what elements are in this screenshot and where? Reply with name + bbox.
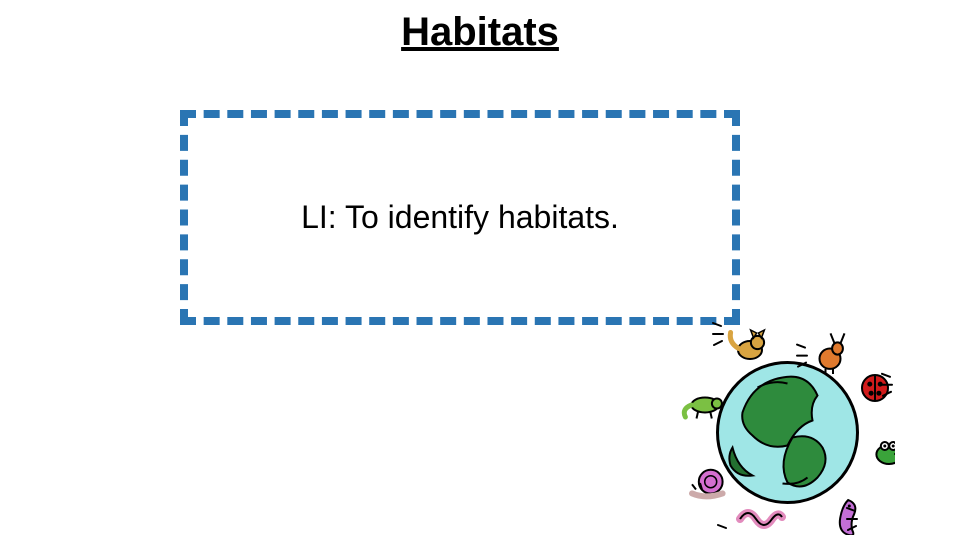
globe-icon — [680, 320, 895, 535]
frog-icon — [876, 442, 895, 464]
snail-icon — [692, 470, 723, 497]
globe-animals-illustration — [680, 320, 895, 535]
learning-objective-text: LI: To identify habitats. — [301, 199, 619, 236]
ladybug-icon — [862, 375, 888, 401]
cat-icon — [730, 330, 764, 359]
gecko-icon — [684, 398, 722, 419]
deer-icon — [820, 333, 845, 374]
learning-objective-box: LI: To identify habitats. — [180, 110, 740, 325]
slide-title: Habitats — [0, 10, 960, 55]
worm-icon — [740, 513, 782, 525]
